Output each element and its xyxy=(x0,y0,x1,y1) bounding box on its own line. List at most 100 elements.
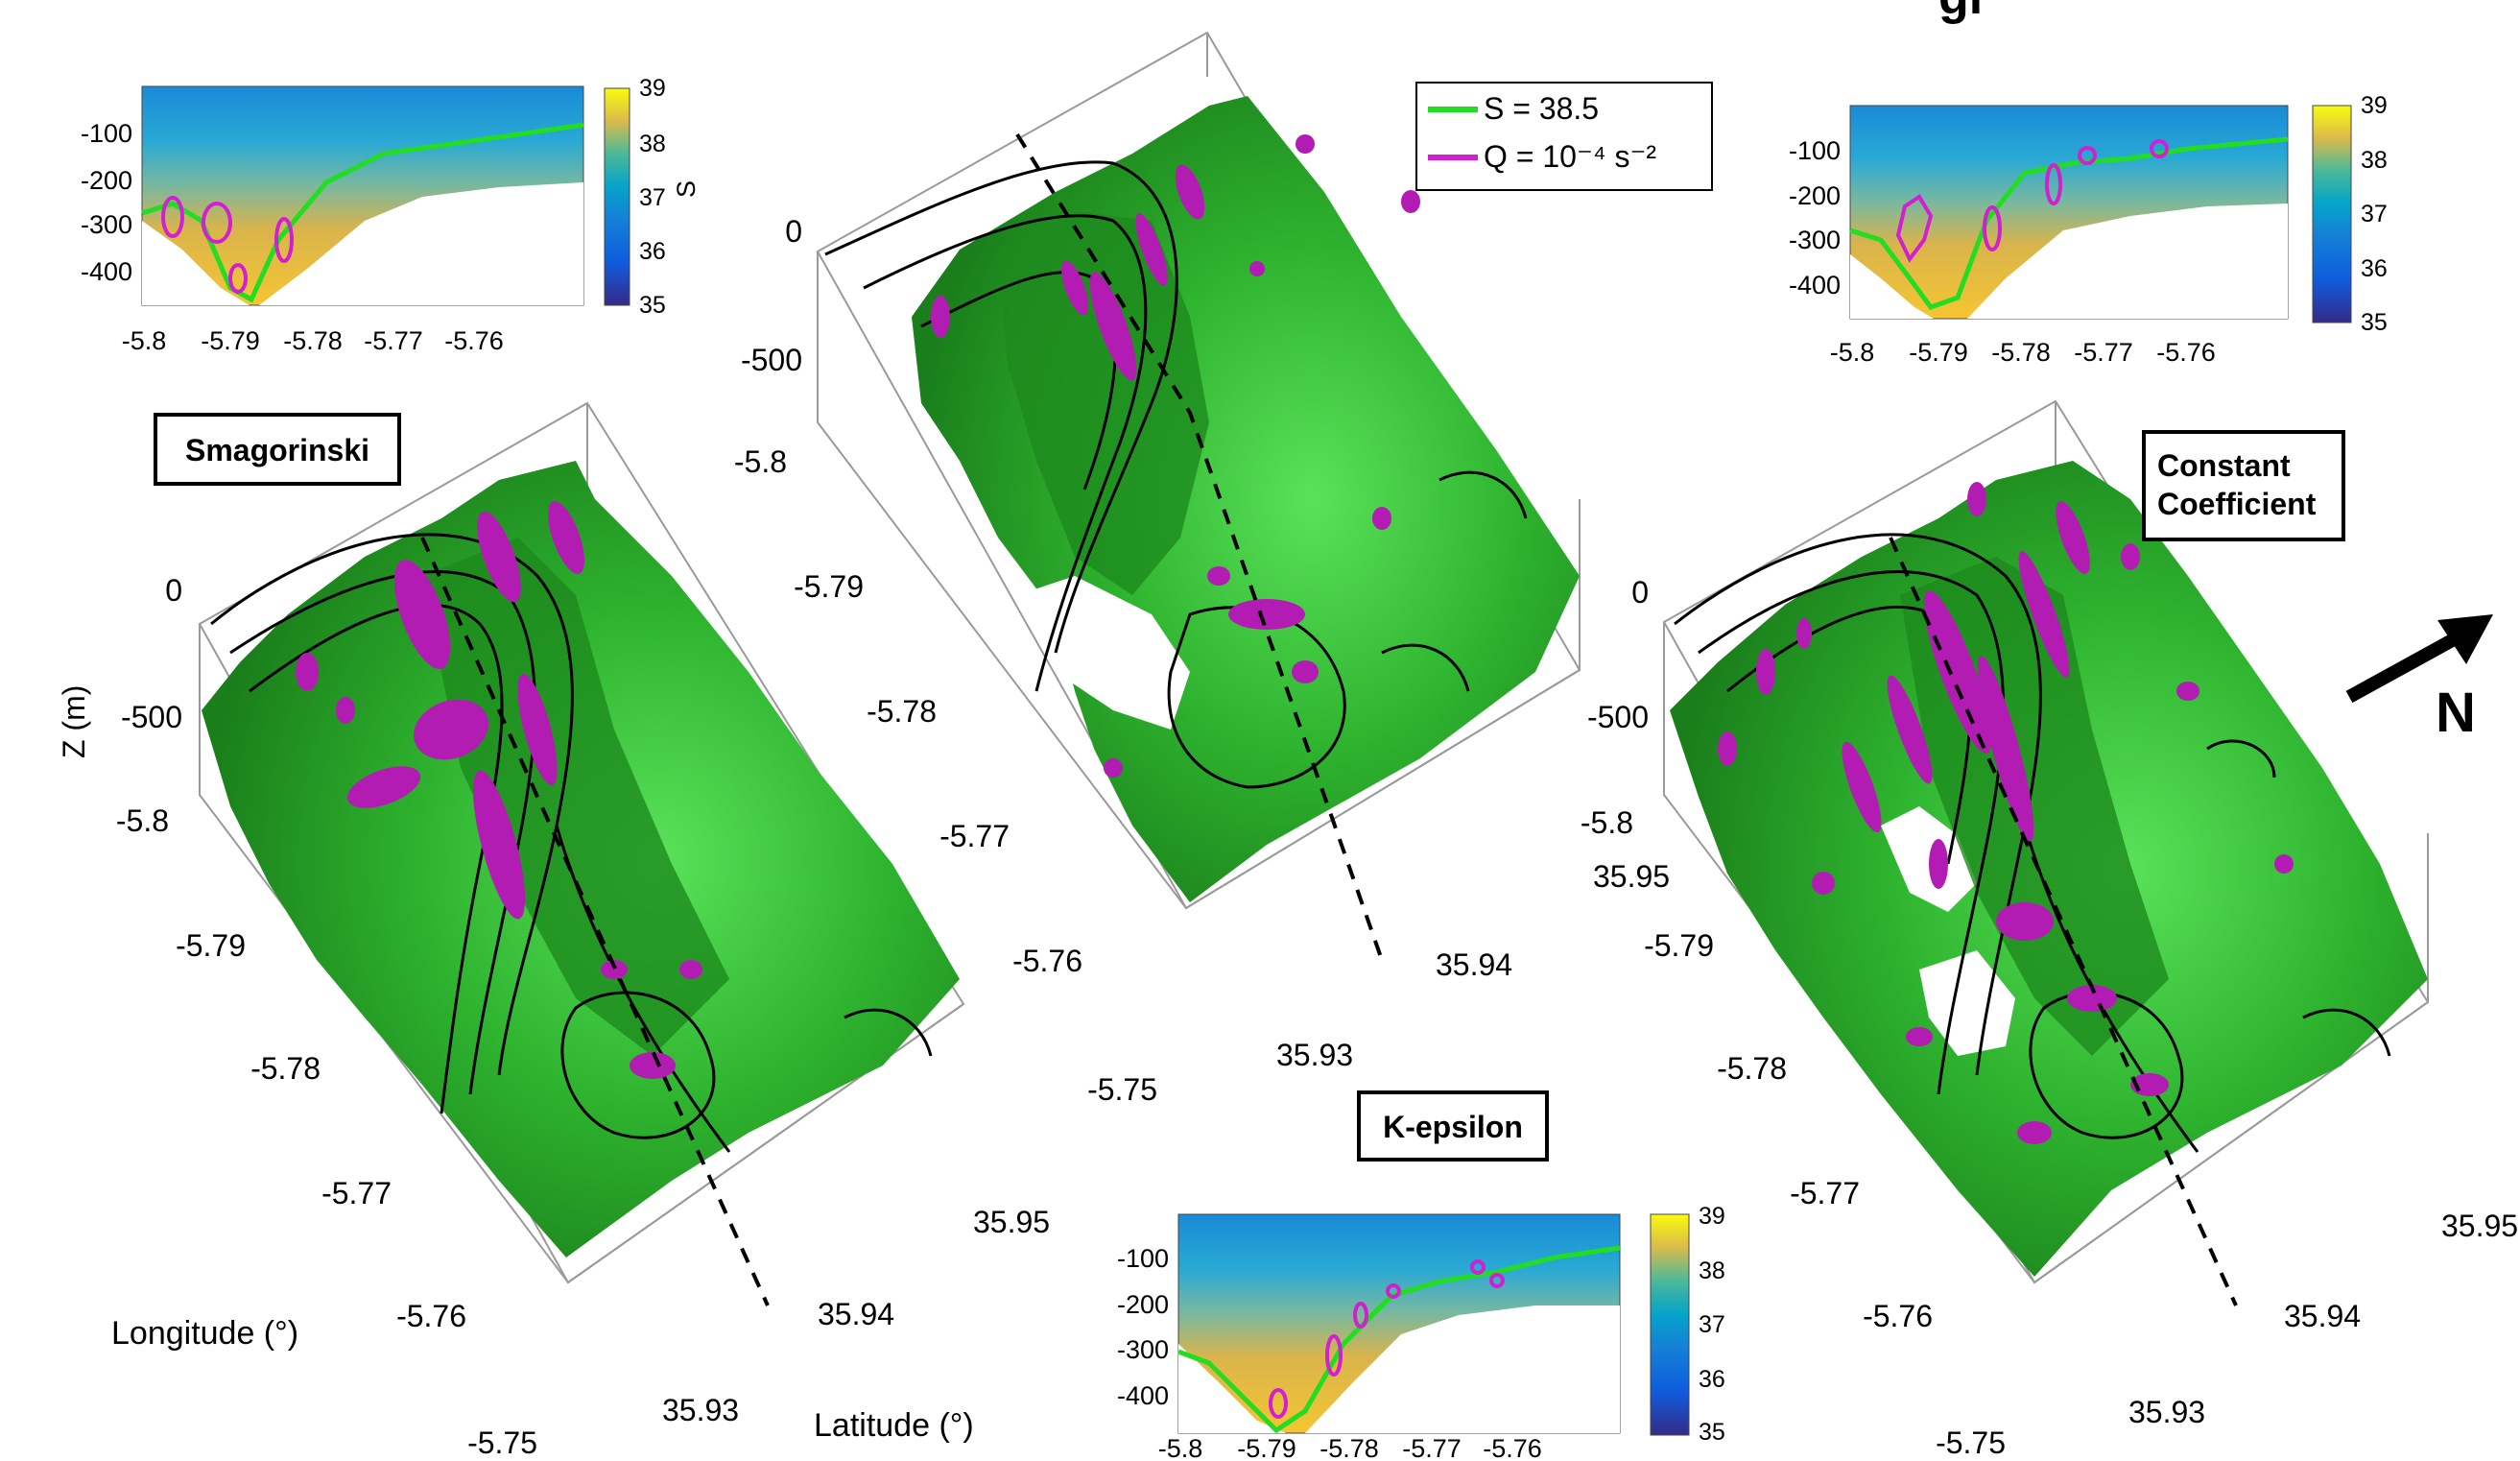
lat-tick-label: 35.94 xyxy=(1436,947,1512,982)
section-y-ticks: -100 -200 -300 -400 xyxy=(1789,136,1841,299)
lon-tick-label: -5.75 xyxy=(1936,1425,2006,1460)
panel-label: Smagorinski xyxy=(185,433,369,467)
section-q-contour xyxy=(274,217,294,263)
lon-tick-label: -5.8 xyxy=(1581,805,1633,840)
z-tick-label: 0 xyxy=(1631,575,1649,610)
colorbar-tick: 38 xyxy=(639,131,666,157)
legend-label-salinity: S = 38.5 xyxy=(1484,91,1599,126)
x-tick-label: -5.8 xyxy=(1158,1434,1203,1461)
box-wireframe xyxy=(816,31,1581,910)
x-tick-label: -5.76 xyxy=(444,326,504,355)
panel-label-box xyxy=(2142,430,2345,541)
section-chart-k-epsilon: -100 -200 -300 -400 -5.8 -5.79 -5.78 -5.… xyxy=(1117,1203,1725,1461)
lon-ticks: -5.8 -5.79 -5.78 -5.77 -5.76 -5.75 xyxy=(116,803,537,1460)
lat-ticks: 35.93 35.94 35.95 xyxy=(2128,1209,2518,1429)
x-tick-label: -5.77 xyxy=(1402,1434,1462,1461)
lon-tick-label: -5.77 xyxy=(939,819,1010,853)
section-q-contour xyxy=(2045,163,2062,205)
lat-ticks: 35.93 35.94 35.95 xyxy=(662,1205,1050,1427)
lat-tick-label: 35.95 xyxy=(1593,859,1670,894)
z-ticks: 0 -500 xyxy=(121,573,182,734)
colorbar-tick: 37 xyxy=(1699,1311,1725,1338)
x-tick-label: -5.79 xyxy=(1909,338,1968,367)
x-tick-label: -5.78 xyxy=(1991,338,2051,367)
top-title-fragment: gi xyxy=(1938,0,1983,25)
section-x-ticks: -5.8 -5.79 -5.78 -5.77 -5.76 xyxy=(1830,338,2216,367)
section-bathymetry-mask xyxy=(142,221,250,305)
section-chart-smagorinski: -100 -200 -300 -400 -5.8 -5.79 -5.78 -5.… xyxy=(81,75,701,355)
colorbar-tick: 39 xyxy=(639,75,666,102)
section-bathymetry-mask-right xyxy=(1967,204,2288,319)
x-tick-label: -5.76 xyxy=(1483,1434,1542,1461)
colorbar-label: S xyxy=(672,180,701,198)
section-q-contour xyxy=(1353,1302,1368,1329)
z-ticks: 0 -500 xyxy=(741,214,802,377)
isosurface-hole xyxy=(1919,950,2015,1056)
colorbar-ticks: 39 38 37 36 35 xyxy=(2361,92,2388,336)
lon-tick-label: -5.78 xyxy=(250,1051,321,1086)
lon-tick-label: -5.79 xyxy=(1644,928,1714,963)
lon-tick-label: -5.75 xyxy=(467,1425,537,1460)
colorbar-tick: 35 xyxy=(1699,1419,1725,1446)
x-tick-label: -5.8 xyxy=(122,326,167,355)
section-chart-constant-coefficient: -100 -200 -300 -400 -5.8 -5.79 -5.78 -5.… xyxy=(1789,92,2388,367)
colorbar xyxy=(1650,1213,1690,1436)
axis-label-z: Z (m) xyxy=(57,685,91,758)
section-x-ticks: -5.8 -5.79 -5.78 -5.77 -5.76 xyxy=(122,326,504,355)
colorbar-tick: 38 xyxy=(1699,1257,1725,1284)
colorbar xyxy=(604,87,630,306)
lon-tick-label: -5.76 xyxy=(396,1299,466,1333)
colorbar xyxy=(2312,105,2352,323)
section-bathymetry-mask xyxy=(1178,1344,1286,1433)
lon-tick-label: -5.75 xyxy=(1087,1072,1157,1107)
legend-label-q: Q = 10⁻⁴ s⁻² xyxy=(1484,139,1656,174)
lat-tick-label: 35.93 xyxy=(662,1393,739,1427)
section-x-ticks: -5.8 -5.79 -5.78 -5.77 -5.76 xyxy=(1158,1434,1542,1461)
panel-constant-coefficient: 0 -500 -5.8 -5.79 -5.78 -5.77 -5.76 -5.7… xyxy=(1581,399,2518,1460)
colorbar-tick: 35 xyxy=(2361,309,2388,336)
lat-tick-label: 35.95 xyxy=(2441,1209,2518,1243)
z-tick-label: -500 xyxy=(1587,700,1649,734)
y-tick-label: -200 xyxy=(81,166,132,195)
axis-label-lat: Latitude (°) xyxy=(814,1407,974,1444)
x-tick-label: -5.77 xyxy=(2074,338,2133,367)
y-tick-label: -300 xyxy=(1789,226,1841,254)
y-tick-label: -400 xyxy=(1117,1381,1169,1410)
section-q-contour xyxy=(2150,139,2169,158)
y-tick-label: -200 xyxy=(1117,1290,1169,1319)
lat-ticks: 35.93 35.94 35.95 xyxy=(1276,859,1670,1072)
section-q-contour xyxy=(202,202,232,244)
section-isoline-s xyxy=(1177,1245,1621,1434)
section-q-contour xyxy=(1269,1388,1288,1419)
isosurface-shade xyxy=(998,211,1209,595)
y-tick-label: -300 xyxy=(81,210,132,239)
x-tick-label: -5.79 xyxy=(201,326,260,355)
section-q-contour xyxy=(228,263,248,294)
colorbar-tick: 36 xyxy=(2361,255,2388,282)
x-tick-label: -5.77 xyxy=(364,326,423,355)
panel-label-box xyxy=(154,413,401,486)
y-tick-label: -100 xyxy=(1789,136,1841,165)
lon-tick-label: -5.8 xyxy=(116,803,169,838)
north-arrow-shaft xyxy=(2345,627,2468,704)
y-tick-label: -100 xyxy=(1117,1244,1169,1273)
q-isosurfaces xyxy=(931,134,1420,778)
y-tick-label: -100 xyxy=(81,119,132,148)
lon-tick-label: -5.76 xyxy=(1863,1299,1933,1333)
colorbar-tick: 35 xyxy=(639,292,666,319)
north-label: N xyxy=(2436,682,2476,744)
colorbar-tick: 36 xyxy=(1699,1366,1725,1393)
x-tick-label: -5.78 xyxy=(283,326,343,355)
lon-tick-label: -5.77 xyxy=(1790,1176,1860,1210)
section-q-contour xyxy=(1386,1283,1401,1299)
colorbar-ticks: 39 38 37 36 35 xyxy=(1699,1203,1725,1446)
colorbar-tick: 36 xyxy=(639,238,666,265)
z-ticks: 0 -500 xyxy=(1587,575,1649,734)
lon-tick-label: -5.78 xyxy=(1717,1051,1787,1086)
colorbar-tick: 39 xyxy=(2361,92,2388,119)
lon-tick-label: -5.79 xyxy=(794,569,864,604)
lat-tick-label: 35.93 xyxy=(2128,1395,2205,1429)
legend-box xyxy=(1415,82,1713,191)
panel-k-epsilon: 0 -500 -5.8 -5.79 -5.78 -5.77 -5.76 -5.7… xyxy=(734,31,1670,1162)
z-tick-label: 0 xyxy=(165,573,182,608)
